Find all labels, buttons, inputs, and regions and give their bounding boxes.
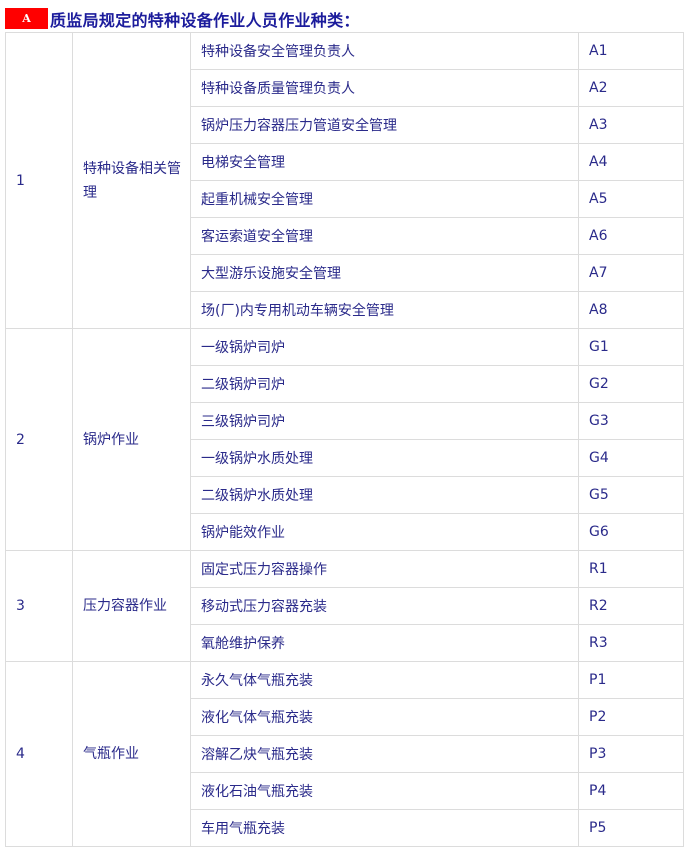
table-row: 氧舱维护保养 R3: [6, 624, 684, 662]
table-row: 锅炉能效作业 G6: [6, 513, 684, 551]
operation-name: 三级锅炉司炉: [190, 402, 579, 440]
group-category: 锅炉作业: [72, 328, 191, 551]
operation-code: A8: [578, 291, 684, 329]
operation-code: R3: [578, 624, 684, 662]
operation-name: 液化气体气瓶充装: [190, 698, 579, 736]
group-number: 4: [5, 661, 73, 847]
table-row: 特种设备质量管理负责人 A2: [6, 69, 684, 107]
table-row: 移动式压力容器充装 R2: [6, 587, 684, 625]
operation-name: 起重机械安全管理: [190, 180, 579, 218]
operation-code: P4: [578, 772, 684, 810]
operation-code: A3: [578, 106, 684, 144]
operation-code: G3: [578, 402, 684, 440]
table-row: 4 气瓶作业 永久气体气瓶充装 P1: [5, 661, 684, 847]
table-row: 客运索道安全管理 A6: [6, 217, 684, 255]
table-row: 锅炉压力容器压力管道安全管理 A3: [6, 106, 684, 144]
operation-code: R1: [578, 550, 684, 588]
group-number: 1: [5, 32, 73, 329]
group-category: 压力容器作业: [72, 550, 191, 662]
operation-code: G1: [578, 328, 684, 366]
operation-name: 一级锅炉水质处理: [190, 439, 579, 477]
operation-name: 电梯安全管理: [190, 143, 579, 181]
operation-code: G4: [578, 439, 684, 477]
table-row: 3 压力容器作业 固定式压力容器操作 R1: [5, 550, 684, 662]
section-heading: A 质监局规定的特种设备作业人员作业种类：: [5, 8, 360, 30]
table-row: 1 特种设备相关管理 特种设备安全管理负责人 A1: [5, 32, 684, 329]
operation-name: 大型游乐设施安全管理: [190, 254, 579, 292]
operation-name: 永久气体气瓶充装: [190, 661, 579, 699]
table-row: 场(厂)内专用机动车辆安全管理 A8: [6, 291, 684, 329]
table-row: 液化石油气瓶充装 P4: [6, 772, 684, 810]
operation-name: 溶解乙炔气瓶充装: [190, 735, 579, 773]
operation-code: P2: [578, 698, 684, 736]
table-row: 溶解乙炔气瓶充装 P3: [6, 735, 684, 773]
table-row: 电梯安全管理 A4: [6, 143, 684, 181]
operation-name: 特种设备安全管理负责人: [190, 32, 579, 70]
group-category: 气瓶作业: [72, 661, 191, 847]
operation-name: 锅炉能效作业: [190, 513, 579, 551]
operation-code: P1: [578, 661, 684, 699]
operation-code: G6: [578, 513, 684, 551]
operation-code: A6: [578, 217, 684, 255]
operation-name: 固定式压力容器操作: [190, 550, 579, 588]
table-row: 2 锅炉作业 一级锅炉司炉 G1: [5, 328, 684, 551]
group-number: 3: [5, 550, 73, 662]
section-title: 质监局规定的特种设备作业人员作业种类：: [50, 10, 360, 30]
section-badge: A: [5, 8, 48, 29]
operation-name: 氧舱维护保养: [190, 624, 579, 662]
operation-name: 场(厂)内专用机动车辆安全管理: [190, 291, 579, 329]
table-row: 二级锅炉水质处理 G5: [6, 476, 684, 514]
operation-name: 锅炉压力容器压力管道安全管理: [190, 106, 579, 144]
operation-name: 特种设备质量管理负责人: [190, 69, 579, 107]
operation-code: G2: [578, 365, 684, 403]
operation-code: A5: [578, 180, 684, 218]
operation-types-table: 1 特种设备相关管理 特种设备安全管理负责人 A1 特种设备质量管理负责人 A2 锅炉压力容…: [5, 32, 684, 847]
operation-code: A1: [578, 32, 684, 70]
operation-code: A7: [578, 254, 684, 292]
operation-name: 二级锅炉水质处理: [190, 476, 579, 514]
operation-name: 液化石油气瓶充装: [190, 772, 579, 810]
operation-name: 客运索道安全管理: [190, 217, 579, 255]
operation-code: A4: [578, 143, 684, 181]
operation-code: R2: [578, 587, 684, 625]
operation-name: 二级锅炉司炉: [190, 365, 579, 403]
operation-code: A2: [578, 69, 684, 107]
table-row: 二级锅炉司炉 G2: [6, 365, 684, 403]
operation-name: 移动式压力容器充装: [190, 587, 579, 625]
table-row: 起重机械安全管理 A5: [6, 180, 684, 218]
table-row: 三级锅炉司炉 G3: [6, 402, 684, 440]
operation-code: G5: [578, 476, 684, 514]
group-category: 特种设备相关管理: [72, 32, 191, 329]
table-row: 大型游乐设施安全管理 A7: [6, 254, 684, 292]
group-number: 2: [5, 328, 73, 551]
operation-code: P3: [578, 735, 684, 773]
operation-name: 一级锅炉司炉: [190, 328, 579, 366]
table-row: 液化气体气瓶充装 P2: [6, 698, 684, 736]
